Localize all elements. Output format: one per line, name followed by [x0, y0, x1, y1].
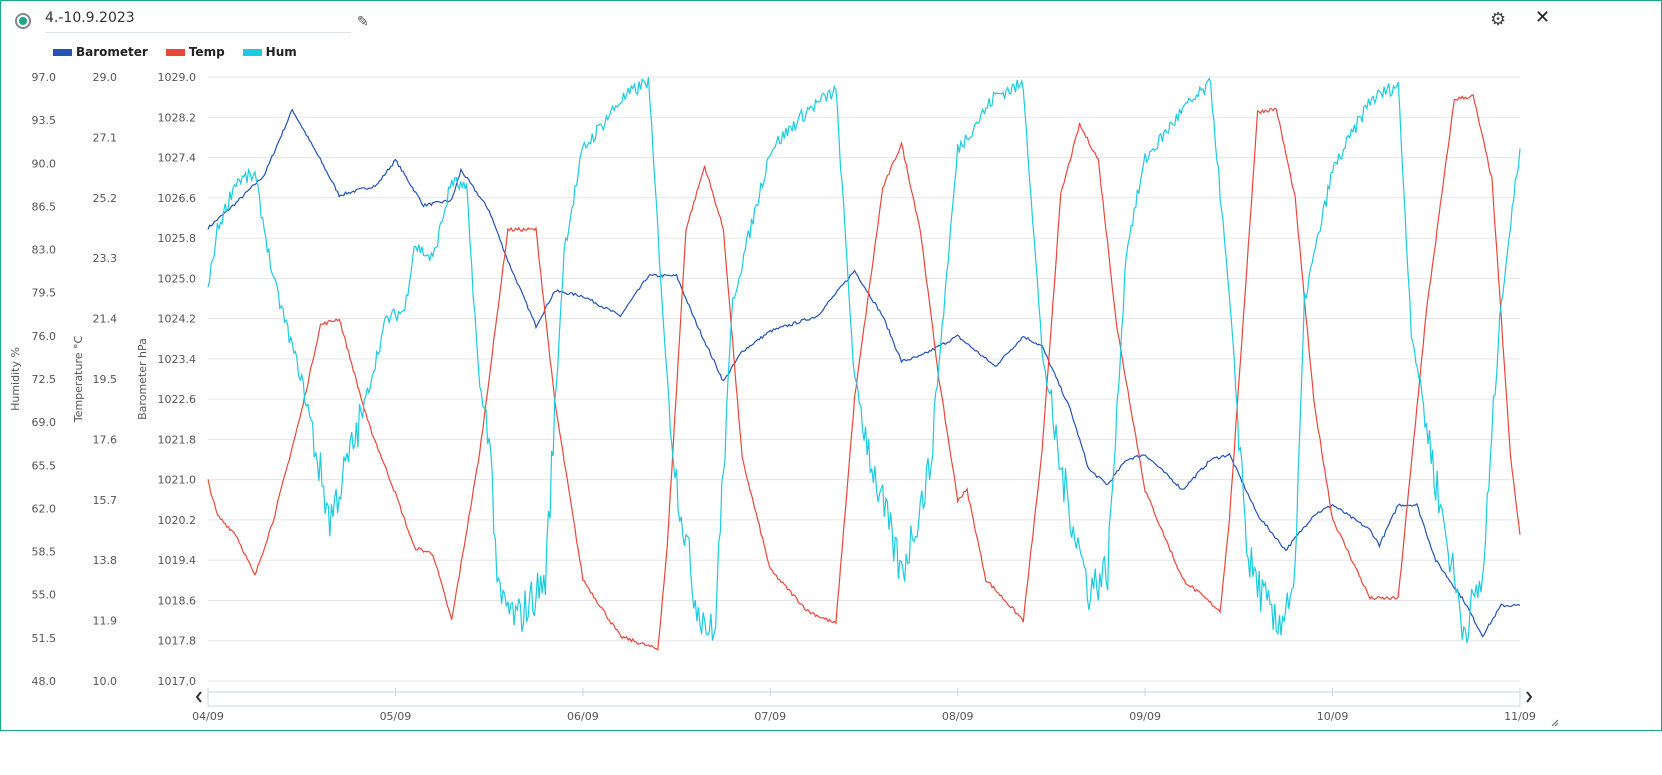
humidity-tick-label: 55.0	[32, 589, 57, 602]
barometer-tick-label: 1022.6	[158, 393, 197, 406]
series-line-barometer	[207, 108, 1521, 638]
humidity-tick-label: 69.0	[32, 416, 57, 429]
barometer-tick-label: 1028.2	[158, 111, 197, 124]
temperature-tick-label: 21.4	[93, 313, 118, 326]
series-line-temp	[207, 94, 1521, 651]
barometer-tick-label: 1021.0	[158, 474, 197, 487]
humidity-tick-label: 79.5	[32, 287, 57, 300]
x-tick-label: 07/09	[754, 710, 786, 723]
barometer-tick-label: 1024.2	[158, 313, 197, 326]
barometer-tick-label: 1023.4	[158, 353, 197, 366]
scroll-left-icon[interactable]	[195, 691, 202, 703]
legend-label: Barometer	[76, 45, 148, 59]
temperature-axis-label: Temperature °C	[72, 336, 85, 424]
series-line-hum	[207, 76, 1521, 643]
temperature-tick-label: 23.3	[93, 252, 118, 265]
humidity-tick-label: 90.0	[32, 157, 57, 170]
humidity-tick-label: 83.0	[32, 244, 57, 257]
humidity-tick-label: 48.0	[32, 675, 57, 688]
humidity-tick-label: 93.5	[32, 114, 57, 127]
x-tick-label: 05/09	[380, 710, 412, 723]
temperature-tick-label: 29.0	[93, 71, 118, 84]
temperature-tick-label: 11.9	[93, 615, 118, 628]
temperature-tick-label: 27.1	[93, 131, 118, 144]
chart-title[interactable]: 4.-10.9.2023	[45, 10, 351, 33]
humidity-tick-label: 58.5	[32, 546, 57, 559]
humidity-tick-label: 97.0	[32, 71, 57, 84]
legend-item-hum[interactable]: Hum	[242, 45, 297, 59]
barometer-tick-label: 1019.4	[158, 554, 197, 567]
legend-item-temp[interactable]: Temp	[165, 45, 225, 59]
humidity-tick-label: 51.5	[32, 632, 57, 645]
close-icon[interactable]: ✕	[1535, 7, 1551, 28]
resize-grip-icon[interactable]	[1551, 719, 1559, 727]
pencil-icon[interactable]: ✎	[357, 14, 369, 30]
legend-swatch	[242, 48, 262, 56]
legend-swatch	[165, 48, 185, 56]
humidity-tick-label: 62.0	[32, 502, 57, 515]
x-tick-label: 10/09	[1317, 710, 1349, 723]
barometer-tick-label: 1017.8	[158, 635, 197, 648]
humidity-tick-label: 72.5	[32, 373, 57, 386]
temperature-tick-label: 19.5	[93, 373, 118, 386]
barometer-axis-label: Barometer hPa	[136, 338, 149, 420]
x-tick-label: 04/09	[192, 710, 224, 723]
legend-item-barometer[interactable]: Barometer	[53, 45, 148, 59]
temperature-tick-label: 25.2	[93, 192, 118, 205]
legend-label: Temp	[188, 45, 225, 59]
barometer-tick-label: 1025.0	[158, 272, 197, 285]
humidity-axis-label: Humidity %	[9, 347, 22, 411]
legend-label: Hum	[265, 45, 297, 59]
barometer-tick-label: 1025.8	[158, 232, 197, 245]
humidity-tick-label: 76.0	[32, 330, 57, 343]
gear-icon[interactable]: ⚙	[1490, 9, 1507, 30]
temperature-tick-label: 13.8	[93, 554, 118, 567]
barometer-tick-label: 1017.0	[158, 675, 197, 688]
scroll-right-icon[interactable]	[1526, 691, 1533, 703]
temperature-tick-label: 17.6	[93, 433, 118, 446]
navigator-range[interactable]	[207, 691, 1521, 707]
x-tick-label: 09/09	[1129, 710, 1161, 723]
barometer-tick-label: 1026.6	[158, 192, 197, 205]
barometer-tick-label: 1027.4	[158, 152, 197, 165]
barometer-tick-label: 1018.6	[158, 594, 197, 607]
radio-selected-icon[interactable]	[15, 13, 31, 29]
x-tick-label: 11/09	[1504, 710, 1536, 723]
temperature-tick-label: 10.0	[93, 675, 118, 688]
barometer-tick-label: 1020.2	[158, 514, 197, 527]
temperature-tick-label: 15.7	[93, 494, 118, 507]
legend-swatch	[53, 48, 72, 56]
x-tick-label: 08/09	[942, 710, 974, 723]
humidity-tick-label: 86.5	[32, 200, 57, 213]
legend: Barometer Temp Hum	[53, 45, 297, 59]
x-tick-label: 06/09	[567, 710, 599, 723]
barometer-tick-label: 1021.8	[158, 433, 197, 446]
humidity-tick-label: 65.5	[32, 459, 57, 472]
barometer-tick-label: 1029.0	[158, 71, 197, 84]
